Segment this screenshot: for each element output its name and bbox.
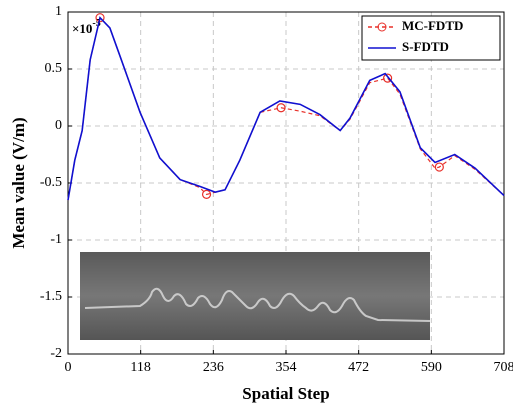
line-series — [67, 16, 505, 201]
x-tick-label: 236 — [203, 360, 224, 375]
y-tick-label: -0.5 — [40, 175, 62, 190]
y-tick-label: 0.5 — [45, 61, 63, 76]
legend-marker — [377, 22, 387, 32]
multiplier-exponent: -5 — [92, 18, 100, 29]
point-marker — [276, 103, 286, 113]
point-marker — [434, 162, 444, 172]
point-marker — [201, 189, 212, 199]
y-tick-label: 1 — [55, 4, 62, 19]
inset-image — [80, 252, 430, 340]
legend-label: MC-FDTD — [402, 18, 463, 33]
inset-trace — [84, 287, 431, 322]
y-tick-label: 0 — [55, 118, 62, 133]
point-marker — [383, 73, 393, 83]
x-tick-label: 590 — [421, 360, 442, 375]
x-tick-label: 354 — [276, 360, 297, 375]
x-axis-label: Spatial Step — [242, 384, 329, 403]
line-series — [67, 16, 505, 201]
point-marker — [95, 13, 105, 23]
multiplier-base: ×10 — [72, 21, 92, 36]
legend-label: S-FDTD — [402, 39, 449, 54]
y-multiplier: ×10-5 — [72, 18, 101, 36]
legend-box — [361, 15, 501, 61]
x-tick-label: 708 — [494, 360, 513, 375]
y-tick-label: -1.5 — [40, 289, 62, 304]
x-tick-label: 0 — [65, 360, 72, 375]
y-tick-label: -1 — [50, 232, 62, 247]
y-tick-label: -2 — [50, 346, 62, 361]
x-tick-label: 472 — [348, 360, 369, 375]
y-axis-label: Mean value (V/m) — [9, 117, 28, 248]
x-tick-label: 118 — [130, 360, 150, 375]
